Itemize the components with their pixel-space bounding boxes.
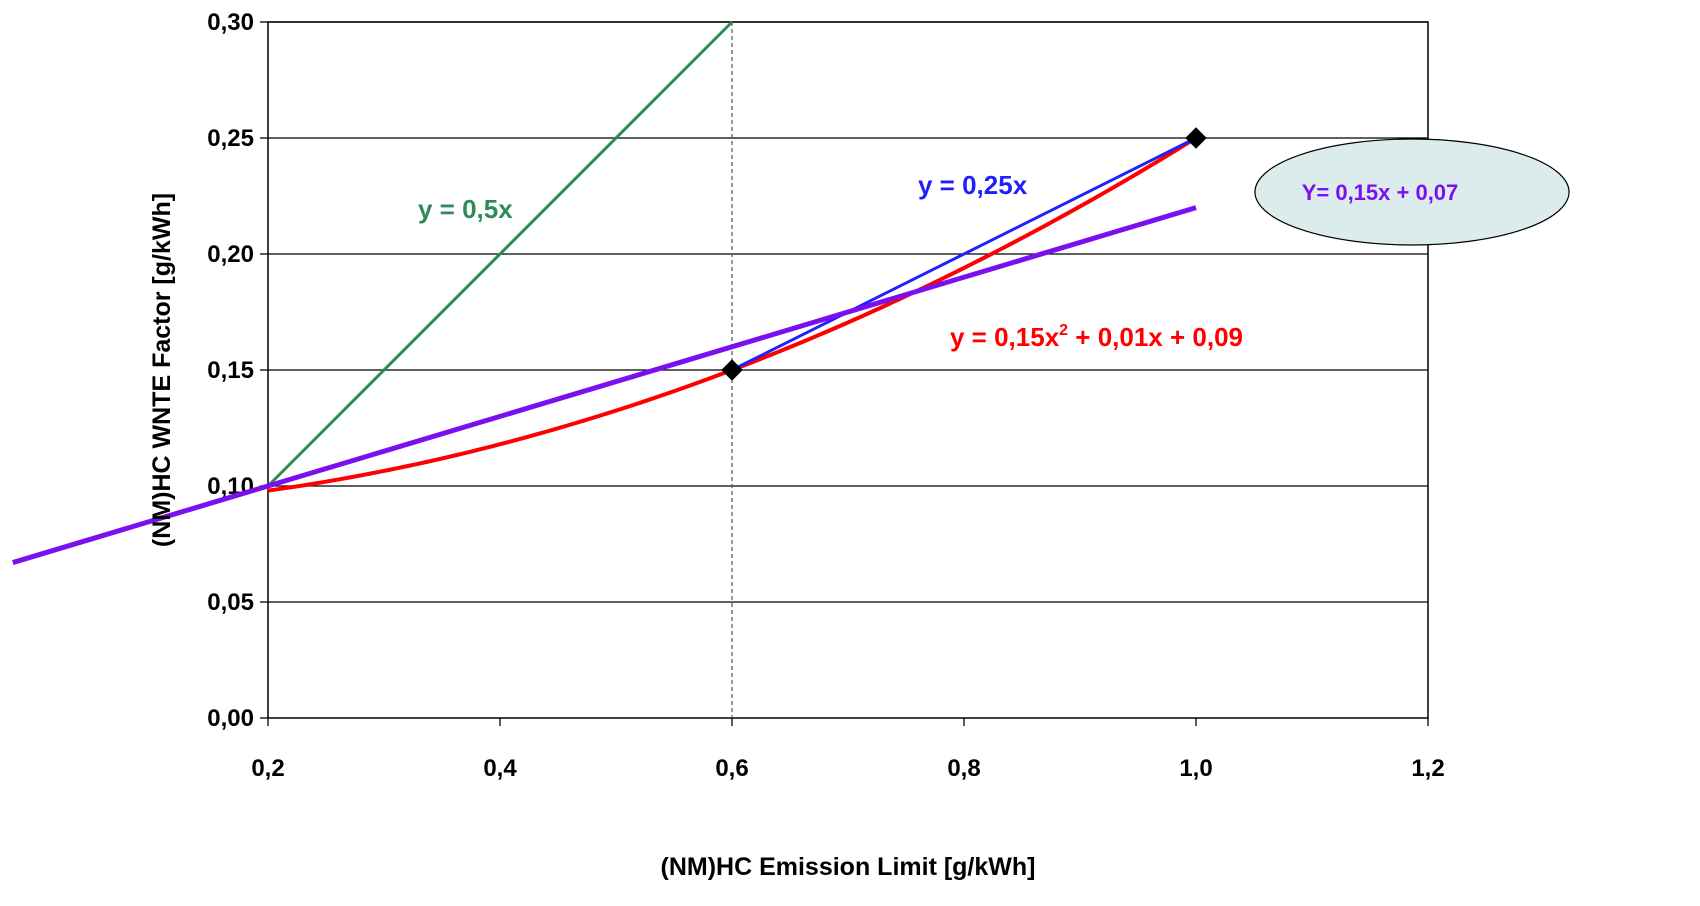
label-red-curve-exponent: 2 xyxy=(1059,322,1068,339)
x-tick-label: 0,8 xyxy=(947,755,980,782)
label-red-curve: y = 0,15x2 + 0,01x + 0,09 xyxy=(950,322,1243,352)
grid-lines xyxy=(268,21,1428,718)
y-tick-label: 0,15 xyxy=(207,357,254,384)
x-tick-label: 1,2 xyxy=(1411,755,1444,782)
data-point-marker xyxy=(1185,127,1207,149)
equation-bubble xyxy=(1254,138,1570,246)
x-tick-label: 0,6 xyxy=(715,755,748,782)
x-tick-label: 0,2 xyxy=(251,755,284,782)
data-point-marker xyxy=(721,359,743,381)
y-axis-title: (NM)HC WNTE Factor [g/kWh] xyxy=(148,193,176,547)
y-tick-label: 0,05 xyxy=(207,589,254,616)
x-tick-label: 1,0 xyxy=(1179,755,1212,782)
x-tick-label: 0,4 xyxy=(483,755,517,782)
y-tick-label: 0,30 xyxy=(207,9,254,36)
y-tick-label: 0,20 xyxy=(207,241,254,268)
markers-layer xyxy=(721,127,1207,381)
series-green-line xyxy=(266,20,734,488)
y-tick-label: 0,00 xyxy=(207,705,254,732)
label-green-line: y = 0,5x xyxy=(418,194,513,224)
series-purple-line xyxy=(12,205,1197,565)
x-axis-title: (NM)HC Emission Limit [g/kWh] xyxy=(661,853,1036,881)
bubble-equation-label: Y= 0,15x + 0,07 xyxy=(1302,180,1459,205)
series-blue-line xyxy=(731,136,1197,372)
label-blue-line: y = 0,25x xyxy=(918,170,1028,200)
axis-ticks: 0,000,050,100,150,200,250,300,2 0,4 0,6 0,8… xyxy=(207,9,1444,782)
y-tick-label: 0,25 xyxy=(207,125,254,152)
